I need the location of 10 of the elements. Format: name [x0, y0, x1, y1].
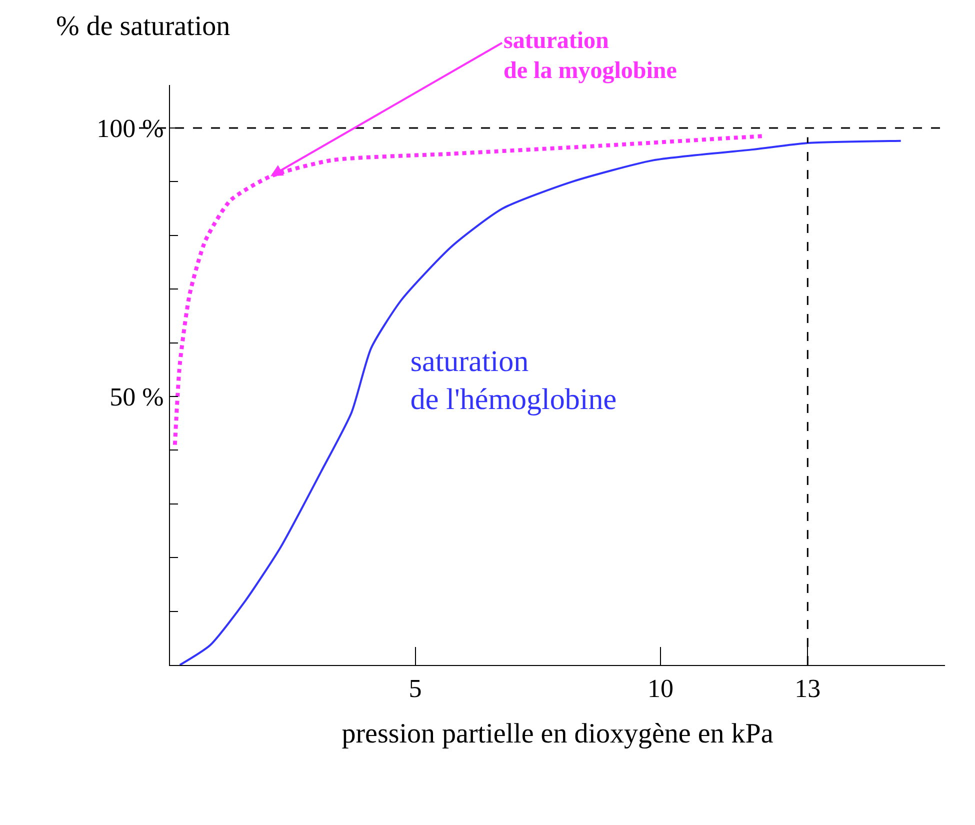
- line-series: [178, 140, 902, 665]
- x-tick-label: 10: [648, 674, 674, 704]
- x-tick-label: 5: [408, 674, 422, 704]
- y-tick-label: 50 %: [110, 382, 164, 412]
- x-tick-label: 13: [794, 674, 821, 704]
- y-axis-title: % de saturation: [56, 11, 230, 42]
- y-tick-label: 100 %: [96, 114, 164, 144]
- x-axis-title: pression partielle en dioxygène en kPa: [342, 718, 774, 750]
- series-label: saturation de l'hémoglobine: [410, 344, 618, 418]
- text: saturation de la myoglobine: [504, 27, 678, 86]
